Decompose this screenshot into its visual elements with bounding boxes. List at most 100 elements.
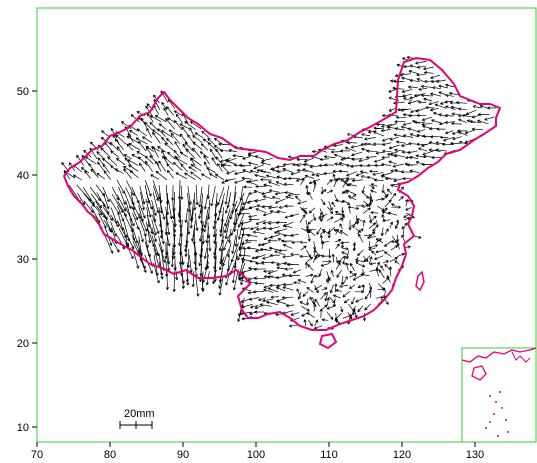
velocity-arrow [434, 103, 447, 109]
velocity-arrow [290, 171, 301, 176]
velocity-arrow [331, 201, 336, 208]
velocity-arrow [146, 113, 154, 123]
velocity-arrow [458, 118, 467, 124]
velocity-arrow [281, 296, 294, 300]
x-tick-label: 100 [247, 449, 265, 461]
velocity-arrow [355, 262, 366, 268]
velocity-arrow [215, 148, 223, 159]
velocity-arrow [472, 105, 482, 109]
velocity-arrow [396, 140, 406, 144]
velocity-arrow [210, 186, 216, 207]
velocity-arrow [320, 189, 327, 195]
velocity-arrow [424, 79, 433, 84]
velocity-arrow [328, 296, 336, 304]
velocity-arrow [409, 133, 419, 138]
inset-map [461, 347, 537, 443]
velocity-arrow [144, 155, 154, 165]
velocity-arrow [269, 234, 280, 239]
velocity-arrow [189, 208, 194, 229]
velocity-arrow [396, 242, 400, 250]
velocity-arrow [245, 238, 257, 243]
velocity-arrow [390, 245, 399, 251]
velocity-arrow [389, 221, 393, 229]
velocity-arrow [276, 228, 288, 233]
velocity-arrow [331, 253, 335, 263]
velocity-arrow [363, 142, 376, 146]
velocity-arrow [359, 164, 370, 168]
velocity-arrow [238, 211, 251, 216]
velocity-arrow [360, 273, 370, 277]
velocity-arrow [218, 276, 224, 296]
velocity-arrow [306, 287, 314, 293]
velocity-arrow [224, 178, 236, 183]
velocity-arrow [255, 208, 267, 214]
velocity-arrow [276, 165, 286, 169]
velocity-arrow [274, 250, 286, 256]
velocity-arrow [380, 129, 391, 133]
velocity-arrow [265, 174, 278, 179]
velocity-arrow [288, 176, 300, 181]
velocity-arrow [319, 308, 323, 319]
velocity-arrow [150, 174, 159, 180]
velocity-arrow [361, 185, 365, 194]
velocity-arrow [102, 186, 110, 203]
velocity-arrow [296, 177, 307, 182]
velocity-arrow [274, 231, 285, 236]
velocity-arrow [152, 185, 160, 202]
velocity-arrow [211, 157, 218, 166]
velocity-arrow [326, 297, 330, 306]
x-tick-label: 80 [104, 449, 116, 461]
velocity-arrow [464, 129, 476, 134]
velocity-arrow [123, 154, 133, 160]
velocity-arrow [373, 131, 385, 137]
velocity-arrow [195, 275, 200, 297]
velocity-arrow [242, 192, 250, 210]
velocity-arrow [178, 248, 183, 265]
velocity-arrow [394, 260, 400, 265]
velocity-arrow [430, 74, 441, 79]
velocity-arrow [166, 169, 174, 179]
country-border [62, 56, 502, 331]
velocity-arrow [248, 266, 259, 270]
velocity-arrow [341, 214, 345, 222]
velocity-arrow [206, 167, 216, 174]
velocity-arrow [307, 264, 314, 271]
velocity-arrow [394, 148, 406, 152]
velocity-arrow [191, 271, 195, 288]
velocity-arrow [102, 192, 110, 210]
velocity-arrow [259, 169, 272, 174]
velocity-arrow [351, 178, 363, 183]
velocity-arrow [471, 114, 483, 119]
velocity-arrow [351, 151, 363, 157]
velocity-arrow [198, 186, 203, 208]
velocity-arrow [390, 192, 397, 201]
velocity-arrow [284, 204, 294, 208]
velocity-arrow [322, 259, 332, 264]
velocity-arrow [344, 146, 357, 152]
velocity-arrow [484, 116, 495, 121]
velocity-arrow [174, 141, 182, 153]
velocity-arrow [252, 230, 265, 235]
velocity-arrow [356, 204, 365, 208]
velocity-arrow [400, 108, 412, 112]
velocity-arrow [297, 200, 308, 205]
velocity-arrow [403, 222, 408, 229]
velocity-arrow [274, 191, 286, 196]
velocity-arrow [189, 127, 195, 137]
velocity-arrow [444, 120, 456, 125]
velocity-arrow [248, 214, 257, 219]
velocity-arrow [409, 169, 420, 174]
velocity-arrow [261, 157, 273, 163]
velocity-arrow [363, 255, 371, 263]
velocity-arrow [263, 183, 272, 187]
velocity-arrow [116, 146, 125, 157]
inset-coast-detail [511, 351, 531, 363]
velocity-arrow [219, 220, 224, 237]
velocity-arrow [262, 298, 273, 303]
velocity-arrow [351, 305, 356, 316]
velocity-arrow [263, 288, 274, 293]
scale-bar [119, 421, 153, 429]
velocity-arrow [367, 163, 376, 167]
velocity-arrow [313, 303, 317, 312]
velocity-arrow [415, 154, 426, 158]
